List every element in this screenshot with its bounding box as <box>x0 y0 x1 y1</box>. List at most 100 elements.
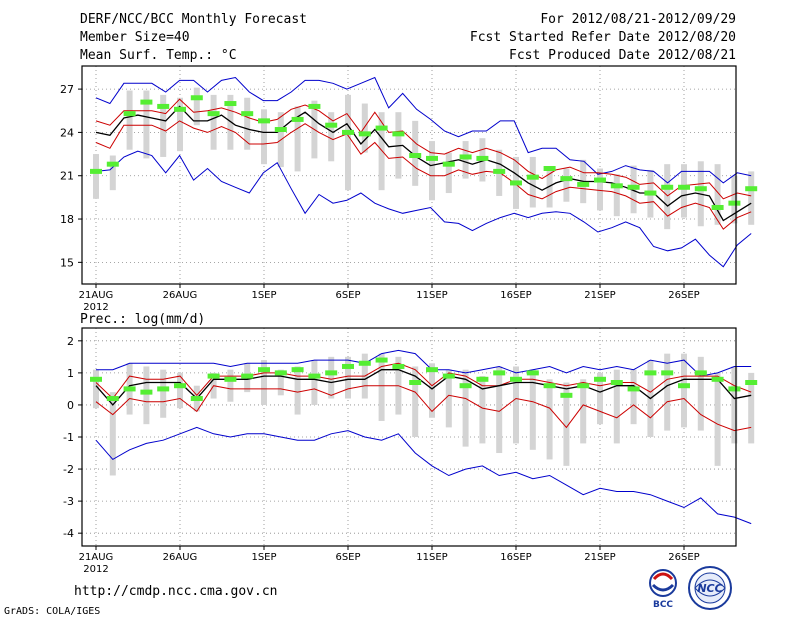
temp-obs-marker <box>442 161 455 167</box>
temp-obs-marker <box>543 166 556 172</box>
temp-x-tick-label: 26AUG <box>163 290 198 301</box>
temp-obs-marker <box>140 99 153 105</box>
temp-obs-marker <box>241 111 254 117</box>
precip-range-bar <box>109 392 116 476</box>
temp-range-bar <box>597 168 603 211</box>
precip-range-bar <box>378 353 385 421</box>
temp-x-tick-label: 21SEP <box>584 290 615 301</box>
precip-range-bar <box>613 369 620 444</box>
temp-obs-marker <box>745 186 758 192</box>
precip-obs-marker <box>409 380 422 385</box>
temp-range-bar <box>429 141 435 201</box>
temp-range-bar <box>143 90 150 159</box>
variable-label: Mean Surf. Temp.: °C <box>80 48 237 63</box>
temp-range-bar <box>126 90 133 150</box>
chart-title: DERF/NCC/BCC Monthly Forecast <box>80 12 307 27</box>
precip-range-bar <box>563 382 570 466</box>
forecast-started-date: Fcst Started Refer Date 2012/08/20 <box>469 30 736 45</box>
temp-x-tick-label: 16SEP <box>500 290 531 301</box>
precip-x-tick-label: 6SEP <box>335 552 360 563</box>
precip-range-bar <box>261 360 267 405</box>
precip-obs-marker <box>358 360 371 366</box>
temp-line-lower <box>95 120 752 230</box>
temp-range-bar <box>664 164 671 230</box>
temp-range-bar <box>210 94 217 150</box>
precip-obs-marker <box>375 357 388 363</box>
temp-obs-marker <box>190 95 203 101</box>
member-size: Member Size=40 <box>80 30 190 45</box>
temp-obs-marker <box>594 177 606 183</box>
precip-range-bar <box>429 363 435 418</box>
temp-obs-marker <box>627 184 640 190</box>
precip-range-bar <box>748 372 755 444</box>
temp-obs-marker <box>207 111 220 117</box>
temp-obs-marker <box>459 154 472 160</box>
precip-obs-marker <box>728 386 741 392</box>
temp-obs-marker <box>661 184 674 190</box>
temp-range-bar <box>462 141 469 179</box>
temp-range-bar <box>93 154 99 199</box>
temp-obs-marker <box>476 155 489 161</box>
precip-y-tick-label: -3 <box>63 495 74 508</box>
precip-range-bar <box>345 356 351 399</box>
temp-obs-marker <box>678 184 690 190</box>
temp-plot-frame <box>81 65 737 285</box>
temp-obs-marker <box>325 122 338 128</box>
precip-range-bar <box>546 379 553 460</box>
temp-y-tick-label: 15 <box>60 256 74 269</box>
precip-obs-marker <box>510 376 522 382</box>
precip-obs-marker <box>342 363 354 369</box>
temp-range-bar <box>563 168 570 202</box>
temp-obs-marker <box>392 131 405 137</box>
precip-x-tick-label: 26AUG <box>163 552 198 563</box>
precip-obs-marker <box>325 370 338 376</box>
temp-obs-marker <box>560 176 573 182</box>
precip-obs-marker <box>106 396 119 402</box>
temp-line-upper <box>95 98 752 200</box>
precip-range-bar <box>277 369 284 396</box>
temp-line-min <box>95 150 752 268</box>
precip-range-bar <box>412 366 419 437</box>
grads-credit: GrADS: COLA/IGES <box>4 606 101 617</box>
precip-range-bar <box>630 369 637 425</box>
precip-line-max <box>96 349 752 377</box>
precip-x-tick-label: 16SEP <box>500 552 531 563</box>
precip-obs-marker <box>274 370 287 376</box>
precip-range-bar <box>160 369 167 418</box>
source-url[interactable]: http://cmdp.ncc.cma.gov.cn <box>74 584 278 599</box>
precip-x-year-label: 2012 <box>83 564 108 575</box>
temp-range-bar <box>748 171 755 225</box>
precip-range-bar <box>697 356 704 431</box>
temp-obs-marker <box>644 190 657 196</box>
precip-range-bar <box>714 372 721 466</box>
temp-obs-marker <box>224 101 237 107</box>
temp-obs-marker <box>510 180 522 186</box>
temp-obs-marker <box>106 161 119 167</box>
precip-obs-marker <box>392 363 405 369</box>
temp-y-tick-label: 18 <box>60 213 74 226</box>
temp-range-bar <box>361 103 368 153</box>
temp-range-bar <box>193 87 200 126</box>
precip-range-bar <box>143 366 150 425</box>
temp-obs-marker <box>409 153 422 159</box>
ncc-logo-text: NCC <box>697 582 722 595</box>
precip-x-tick-label: 26SEP <box>668 552 699 563</box>
precip-range-bar <box>664 353 671 431</box>
temp-line-max <box>95 76 752 184</box>
temp-obs-marker <box>694 186 707 192</box>
temp-obs-marker <box>342 129 354 135</box>
precip-line-min <box>95 426 752 525</box>
temp-x-tick-label: 21AUG <box>79 290 114 301</box>
forecast-produced-date: Fcst Produced Date 2012/08/21 <box>509 48 736 63</box>
temp-x-year-label: 2012 <box>83 302 108 313</box>
precip-x-tick-label: 21AUG <box>79 552 114 563</box>
temp-range-bar <box>109 155 116 191</box>
precip-range-bar <box>328 356 335 399</box>
temp-obs-marker <box>711 204 724 210</box>
temp-y-tick-label: 27 <box>60 83 74 96</box>
precip-range-bar <box>597 372 603 425</box>
precip-obs-marker <box>476 376 489 382</box>
ncc-logo: NCC <box>688 566 732 610</box>
precip-obs-marker <box>678 383 690 389</box>
